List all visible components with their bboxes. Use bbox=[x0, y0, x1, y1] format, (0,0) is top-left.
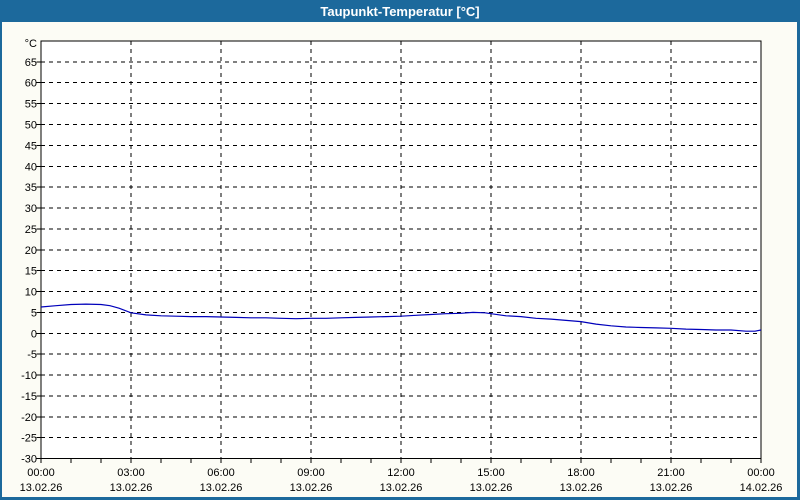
x-date-label: 13.02.26 bbox=[290, 482, 333, 494]
x-time-label: 12:00 bbox=[387, 467, 415, 479]
x-time-label: 00:00 bbox=[27, 467, 55, 479]
x-date-label: 13.02.26 bbox=[380, 482, 423, 494]
x-time-label: 18:00 bbox=[567, 467, 595, 479]
x-time-label: 06:00 bbox=[207, 467, 235, 479]
y-tick-label: 20 bbox=[25, 245, 37, 257]
x-time-label: 00:00 bbox=[747, 467, 775, 479]
y-tick-label: 50 bbox=[25, 120, 37, 132]
x-date-label: 13.02.26 bbox=[200, 482, 243, 494]
y-unit-label: °C bbox=[25, 38, 37, 50]
x-time-label: 03:00 bbox=[117, 467, 145, 479]
data-line bbox=[40, 303, 762, 332]
y-tick-label: 30 bbox=[25, 203, 37, 215]
y-tick-label: 0 bbox=[31, 328, 37, 340]
x-date-label: 13.02.26 bbox=[560, 482, 603, 494]
y-tick-label: -25 bbox=[21, 433, 37, 445]
y-tick-label: 10 bbox=[25, 287, 37, 299]
y-tick-label: -5 bbox=[27, 349, 37, 361]
window-title: Taupunkt-Temperatur [°C] bbox=[320, 3, 480, 19]
x-time-label: 21:00 bbox=[657, 467, 685, 479]
x-time-label: 15:00 bbox=[477, 467, 505, 479]
x-date-label: 14.02.26 bbox=[740, 482, 783, 494]
y-tick-label: 25 bbox=[25, 224, 37, 236]
y-tick-label: 35 bbox=[25, 182, 37, 194]
y-tick-label: -30 bbox=[21, 454, 37, 466]
y-tick-label: -10 bbox=[21, 370, 37, 382]
y-tick-label: 65 bbox=[25, 57, 37, 69]
y-tick-label: 40 bbox=[25, 161, 37, 173]
y-tick-label: 60 bbox=[25, 78, 37, 90]
y-tick-label: 55 bbox=[25, 99, 37, 111]
y-tick-label: -20 bbox=[21, 412, 37, 424]
y-tick-label: -15 bbox=[21, 391, 37, 403]
y-tick-label: 5 bbox=[31, 307, 37, 319]
y-tick-label: 15 bbox=[25, 266, 37, 278]
x-date-label: 13.02.26 bbox=[20, 482, 63, 494]
x-date-label: 13.02.26 bbox=[650, 482, 693, 494]
x-date-label: 13.02.26 bbox=[110, 482, 153, 494]
x-date-label: 13.02.26 bbox=[470, 482, 513, 494]
y-tick-label: 45 bbox=[25, 140, 37, 152]
x-time-label: 09:00 bbox=[297, 467, 325, 479]
title-bar: Taupunkt-Temperatur [°C] bbox=[2, 0, 797, 22]
